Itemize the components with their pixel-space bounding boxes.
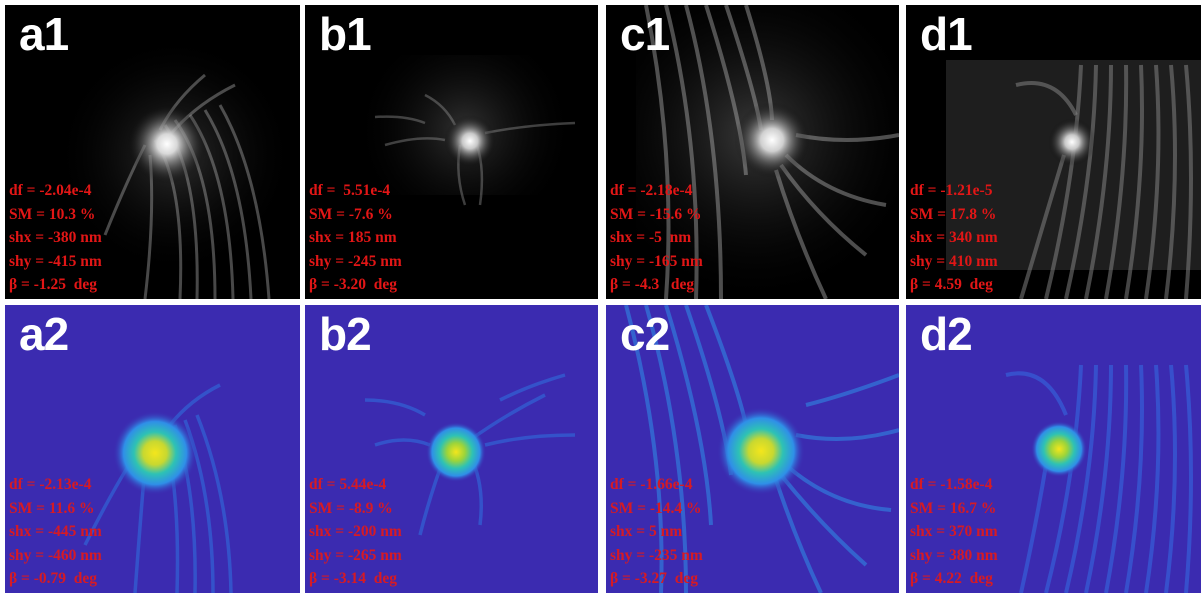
shift-y-value: shy = -460 nm	[9, 546, 102, 564]
shift-y-value: shy = -265 nm	[309, 546, 402, 564]
shift-x-value: shx = -380 nm	[9, 229, 102, 247]
defocus-value: df = -2.18e-4	[610, 182, 693, 200]
image-a2	[5, 305, 300, 593]
panel-label: c1	[620, 8, 670, 60]
image-a1	[5, 5, 300, 299]
sm-value: SM = 11.6 %	[9, 499, 95, 517]
shift-y-value: shy = 410 nm	[910, 252, 998, 270]
panel-b1: b1 df = 5.51e-4 SM = -7.6 % shx = 185 nm sh…	[305, 5, 598, 299]
panel-label: c2	[620, 308, 670, 360]
parameter-list: df = -1.66e-4 SM = -14.4 % shx = 5 nm shy =…	[610, 473, 703, 591]
shift-y-value: shy = 380 nm	[910, 546, 998, 564]
panel-a2: a2 df = -2.13e-4 SM = 11.6 % shx = -445 nm…	[5, 305, 300, 593]
defocus-value: df = -1.58e-4	[910, 476, 993, 494]
beta-value: β = -4.3 deg	[610, 276, 695, 294]
parameter-list: df = -1.21e-5 SM = 17.8 % shx = 340 nm shy …	[910, 179, 998, 297]
panel-b2: b2 df = 5.44e-4 SM = -8.9 % shx = -200 nm s…	[305, 305, 598, 593]
sm-value: SM = 17.8 %	[910, 205, 997, 223]
parameter-list: df = -2.13e-4 SM = 11.6 % shx = -445 nm shy…	[9, 473, 102, 591]
panel-label: a2	[19, 308, 69, 360]
defocus-value: df = -1.21e-5	[910, 182, 993, 200]
parameter-list: df = -1.58e-4 SM = 16.7 % shx = 370 nm shy …	[910, 473, 998, 591]
image-b1	[305, 5, 598, 299]
image-d2	[906, 305, 1201, 593]
shift-y-value: shy = -245 nm	[309, 252, 402, 270]
shift-x-value: shx = -200 nm	[309, 523, 402, 541]
image-b2	[305, 305, 598, 593]
panel-d1: d1 df = -1.21e-5 SM = 17.8 % shx = 340 nm s…	[906, 5, 1201, 299]
panel-label: a1	[19, 8, 69, 60]
image-d1	[906, 5, 1201, 299]
defocus-value: df = -1.66e-4	[610, 476, 693, 494]
shift-y-value: shy = -415 nm	[9, 252, 102, 270]
shift-x-value: shx = -5 nm	[610, 229, 692, 247]
parameter-list: df = 5.44e-4 SM = -8.9 % shx = -200 nm shy …	[309, 473, 402, 591]
parameter-list: df = -2.18e-4 SM = -15.6 % shx = -5 nm shy …	[610, 179, 703, 297]
defocus-value: df = -2.13e-4	[9, 476, 92, 494]
beta-value: β = -3.14 deg	[309, 570, 398, 588]
beta-value: β = -3.20 deg	[309, 276, 398, 294]
panel-label: b1	[319, 8, 372, 60]
shift-x-value: shx = 340 nm	[910, 229, 998, 247]
shift-x-value: shx = -445 nm	[9, 523, 102, 541]
panel-c1: c1 df = -2.18e-4 SM = -15.6 % shx = -5 nm s…	[606, 5, 899, 299]
shift-x-value: shx = 5 nm	[610, 523, 683, 541]
panel-label: b2	[319, 308, 372, 360]
panel-d2: d2 df = -1.58e-4 SM = 16.7 % shx = 370 nm s…	[906, 305, 1201, 593]
beta-value: β = 4.22 deg	[910, 570, 993, 588]
defocus-value: df = 5.44e-4	[309, 476, 387, 494]
sm-value: SM = 16.7 %	[910, 499, 997, 517]
panel-a1: a1 df = -2.04e-4 SM = 10.3 % shx = -380 nm…	[5, 5, 300, 299]
panel-label: d1	[920, 8, 973, 60]
parameter-list: df = -2.04e-4 SM = 10.3 % shx = -380 nm shy…	[9, 179, 102, 297]
defocus-value: df = -2.04e-4	[9, 182, 92, 200]
image-c2	[606, 305, 899, 593]
image-c1	[606, 5, 899, 299]
sm-value: SM = -15.6 %	[610, 205, 702, 223]
beta-value: β = -1.25 deg	[9, 276, 98, 294]
shift-x-value: shx = 185 nm	[309, 229, 397, 247]
sm-value: SM = -8.9 %	[309, 499, 393, 517]
parameter-list: df = 5.51e-4 SM = -7.6 % shx = 185 nm shy =…	[309, 179, 402, 297]
sm-value: SM = -7.6 %	[309, 205, 393, 223]
shift-y-value: shy = -165 nm	[610, 252, 703, 270]
sm-value: SM = -14.4 %	[610, 499, 702, 517]
panel-c2: c2 df = -1.66e-4 SM = -14.4 % shx = 5 nm sh…	[606, 305, 899, 593]
defocus-value: df = 5.51e-4	[309, 182, 391, 200]
beta-value: β = 4.59 deg	[910, 276, 993, 294]
panel-label: d2	[920, 308, 973, 360]
shift-y-value: shy = -235 nm	[610, 546, 703, 564]
shift-x-value: shx = 370 nm	[910, 523, 998, 541]
beta-value: β = -0.79 deg	[9, 570, 98, 588]
sm-value: SM = 10.3 %	[9, 205, 96, 223]
beta-value: β = -3.27 deg	[610, 570, 699, 588]
